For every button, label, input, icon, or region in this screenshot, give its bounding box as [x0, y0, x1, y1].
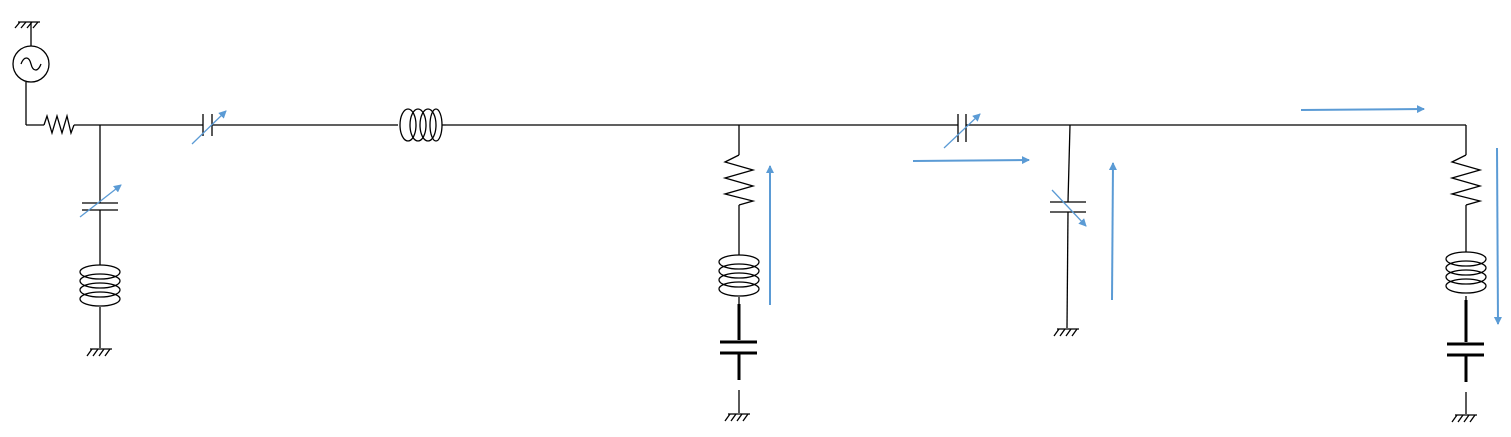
series-inductor-symbol [390, 108, 446, 142]
current-arrow-branch-4-down [1493, 147, 1502, 325]
current-arrow-top-right [1300, 105, 1425, 114]
current-arrows [766, 105, 1502, 325]
shunt-variable-capacitor-3-symbol [1050, 189, 1087, 227]
series-variable-capacitor-2-symbol [943, 113, 981, 149]
shunt-ground-3-symbol [1053, 328, 1079, 337]
branch-4-capacitor-symbol [1447, 300, 1484, 382]
branch-4-ground-symbol [1451, 414, 1477, 423]
shunt-inductor-1-symbol [79, 264, 121, 307]
series-variable-capacitor-symbol [191, 110, 227, 145]
shunt-ground-1-symbol [86, 348, 112, 357]
branch-4-inductor-symbol [1445, 251, 1487, 294]
source-ground-symbol [14, 21, 40, 29]
branch-2-capacitor-symbol [720, 304, 757, 380]
branch-2-ground-symbol [724, 413, 750, 422]
ac-source-symbol [12, 45, 50, 83]
branch-4-resistor-symbol [1449, 154, 1483, 206]
wires [25, 22, 1467, 414]
branch-2-resistor-symbol [722, 154, 756, 206]
current-arrow-branch-3-up [1108, 162, 1117, 301]
shunt-variable-capacitor-1-symbol [79, 184, 122, 218]
current-arrow-mid-right [912, 156, 1030, 165]
series-resistor-symbol [43, 113, 75, 136]
branch-2-inductor-symbol [718, 254, 760, 297]
